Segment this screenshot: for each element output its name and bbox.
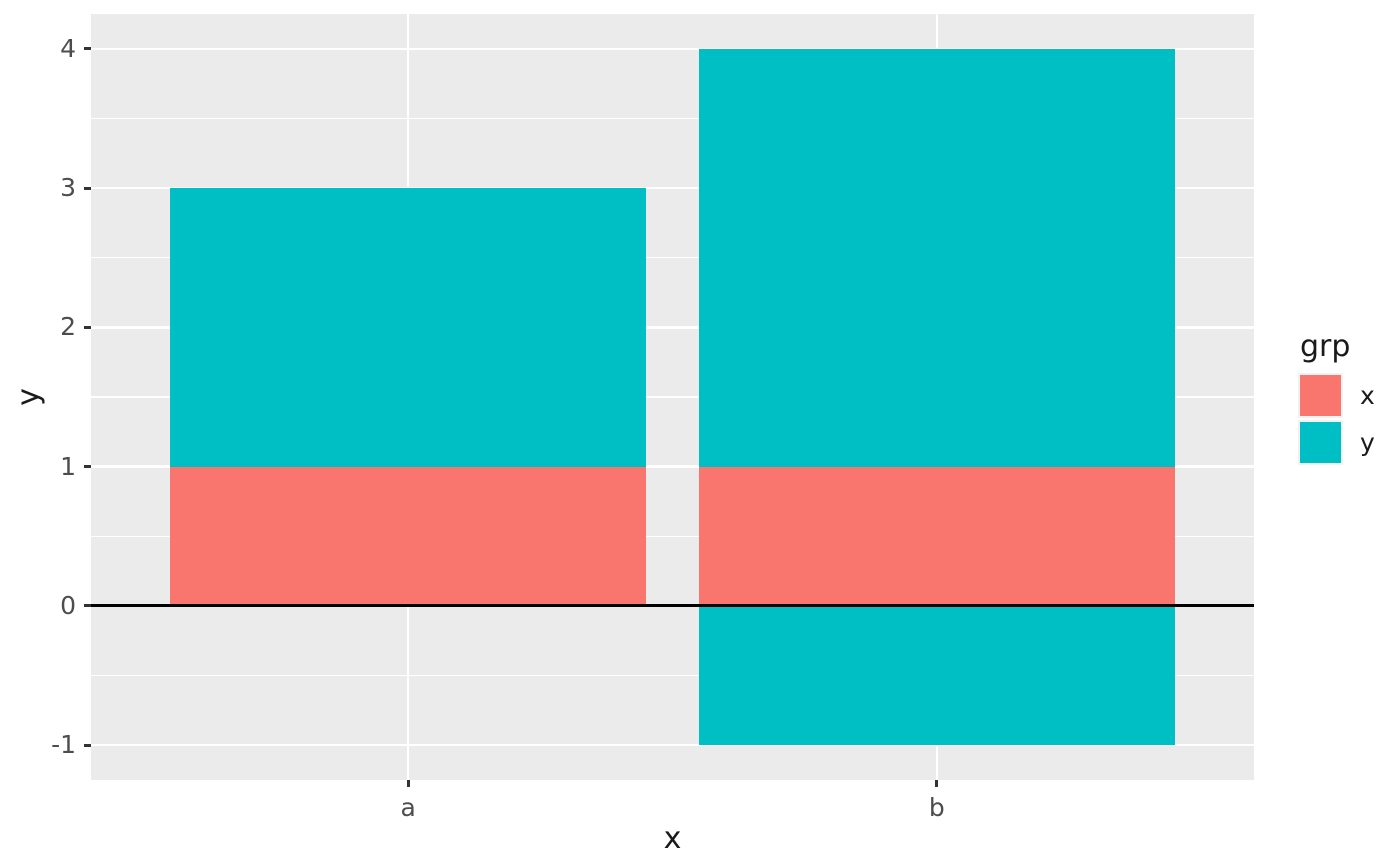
legend-key-swatch	[1298, 373, 1343, 418]
x-tick-label: a	[400, 793, 416, 822]
bar-segment	[698, 605, 1175, 746]
x-tick-mark	[935, 780, 939, 787]
x-tick-mark	[406, 780, 410, 787]
y-tick-mark	[84, 465, 91, 469]
legend-label: x	[1360, 381, 1375, 410]
legend-key-swatch	[1298, 420, 1343, 465]
y-tick-mark	[84, 186, 91, 190]
gridline-minor-h	[91, 257, 1254, 259]
gridline-major-h	[91, 326, 1254, 329]
y-tick-label: 1	[60, 451, 76, 481]
y-tick-mark	[84, 325, 91, 329]
bar-segment	[698, 466, 1175, 606]
y-tick-mark	[84, 604, 91, 608]
y-tick-mark	[84, 743, 91, 747]
legend-title: grp	[1300, 329, 1351, 364]
x-tick-label: b	[928, 793, 945, 822]
bar-segment	[170, 188, 647, 467]
gridline-major-h	[91, 186, 1254, 190]
gridline-major-h	[91, 743, 1254, 747]
plot-panel	[91, 14, 1254, 780]
gridline-minor-h	[91, 674, 1254, 677]
y-tick-label: 2	[60, 312, 76, 342]
legend-entry: x	[1298, 373, 1398, 418]
y-tick-label: 4	[60, 33, 76, 63]
gridline-major-h	[91, 465, 1254, 468]
gridline-minor-h	[91, 117, 1254, 120]
zero-line	[91, 604, 1254, 608]
gridline-minor-h	[91, 396, 1254, 398]
y-tick-label: 3	[60, 173, 76, 203]
y-tick-mark	[84, 47, 91, 51]
gridline-major-h	[91, 47, 1254, 50]
y-tick-label: 0	[60, 590, 76, 620]
legend-label: y	[1360, 428, 1375, 457]
x-axis-title: x	[663, 821, 682, 856]
gridline-minor-h	[91, 535, 1254, 537]
bar-segment	[698, 48, 1175, 467]
y-tick-label: -1	[51, 730, 76, 760]
bar-segment	[170, 466, 647, 606]
y-axis-title: y	[11, 388, 46, 406]
legend-entry: y	[1298, 420, 1398, 465]
